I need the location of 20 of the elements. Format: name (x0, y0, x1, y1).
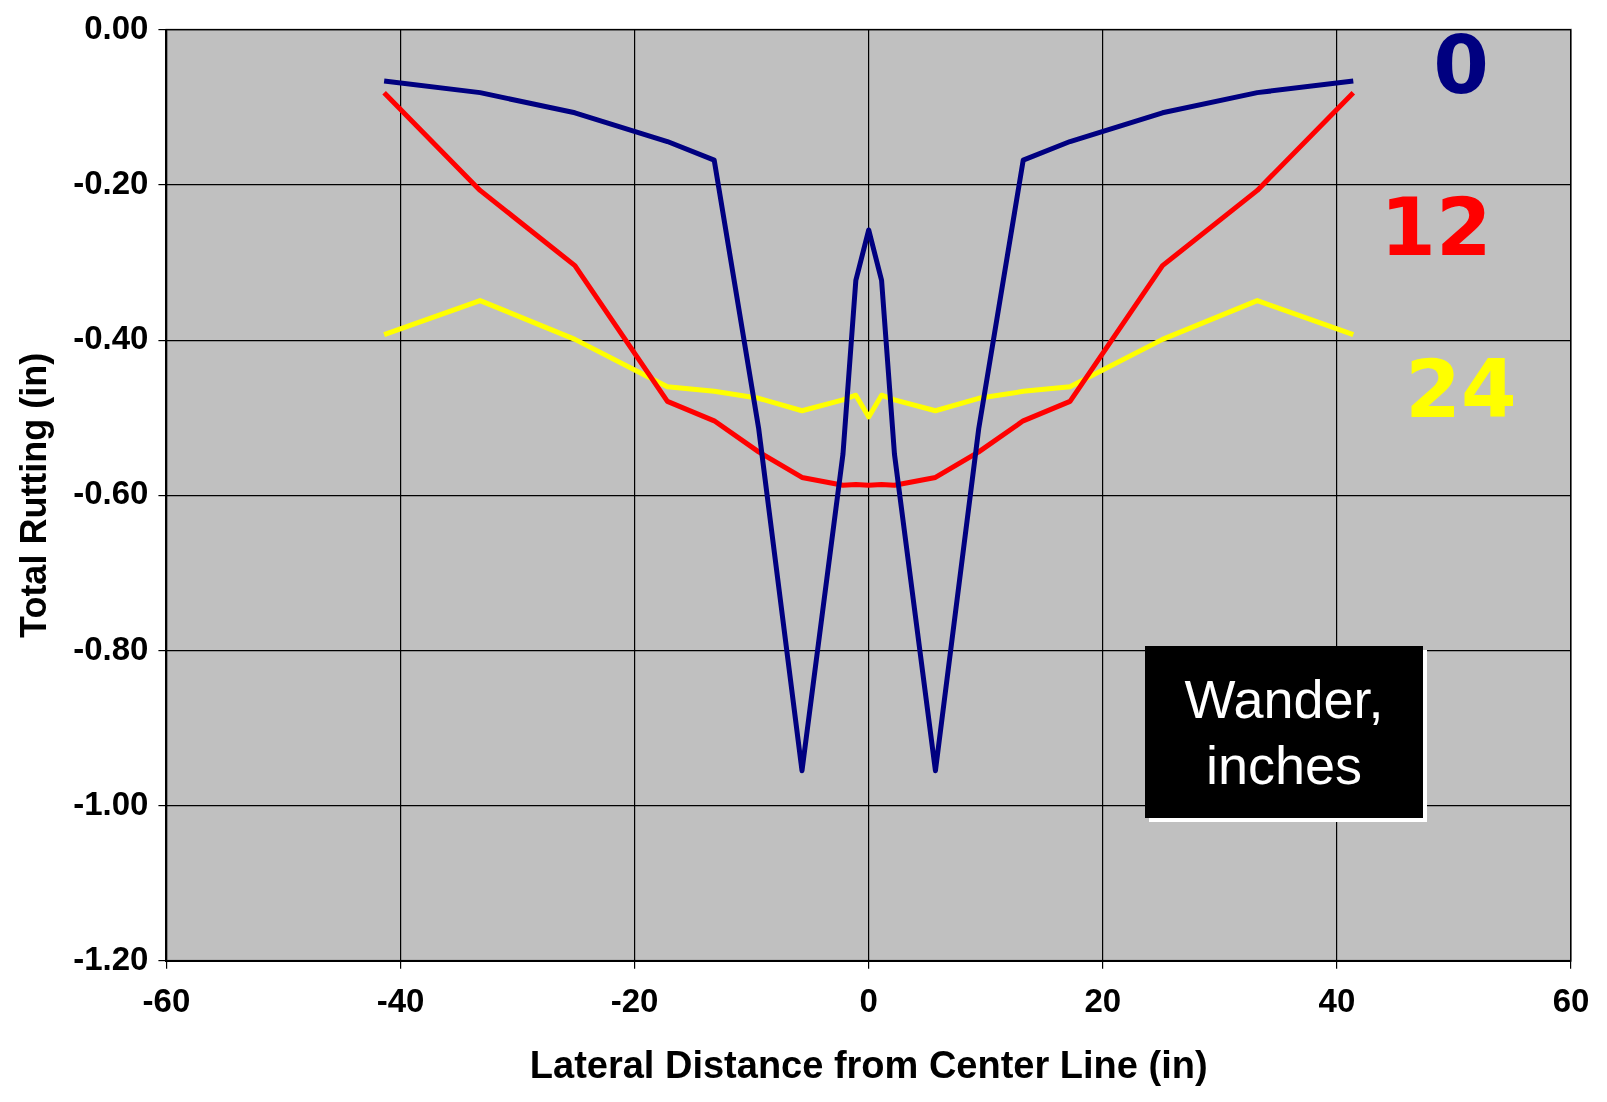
y-tick-label: -1.20 (73, 939, 149, 977)
x-tick-label: 40 (1318, 981, 1356, 1019)
series-label: 24 (1405, 342, 1517, 436)
x-tick-label: 60 (1552, 981, 1590, 1019)
x-tick-label: -40 (376, 981, 425, 1019)
y-tick-label: 0.00 (84, 8, 149, 46)
series-label: 0 (1433, 18, 1489, 112)
x-tick-label: -20 (610, 981, 659, 1019)
x-tick-label: 20 (1084, 981, 1122, 1019)
legend-title: Wander, inches (1145, 646, 1423, 818)
x-axis-title: Lateral Distance from Center Line (in) (529, 1043, 1208, 1086)
y-axis-title: Total Rutting (in) (12, 352, 54, 638)
y-tick-label: -0.40 (73, 319, 149, 357)
y-tick-label: -1.00 (73, 784, 149, 822)
y-tick-label: -0.60 (73, 474, 149, 512)
y-tick-label: -0.80 (73, 629, 149, 667)
x-tick-label: -60 (142, 981, 191, 1019)
y-tick-label: -0.20 (73, 164, 149, 202)
x-tick-label: 0 (859, 981, 878, 1019)
series-label: 12 (1380, 180, 1492, 274)
